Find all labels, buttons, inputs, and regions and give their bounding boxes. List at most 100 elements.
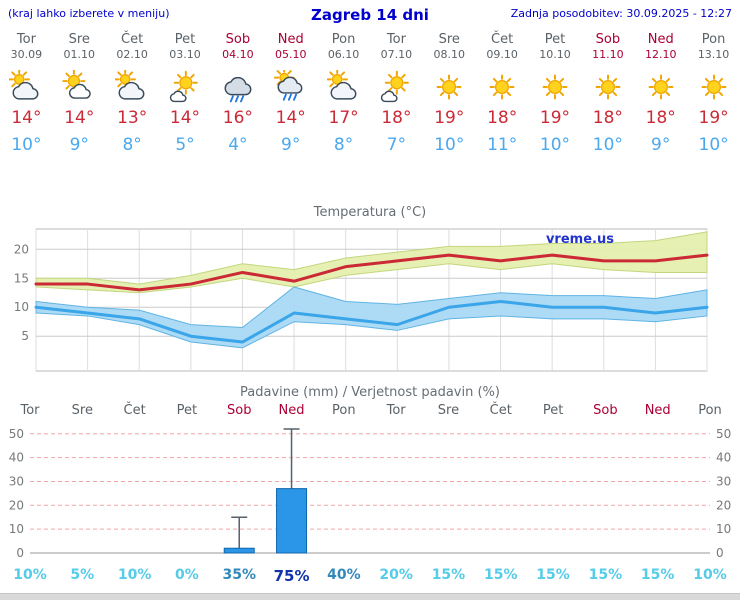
svg-text:30: 30 bbox=[9, 474, 24, 488]
forecast-day[interactable]: Pet 10.10 19° 10° bbox=[529, 32, 582, 155]
day-name: Čet bbox=[491, 32, 514, 47]
max-temp-line bbox=[34, 253, 709, 292]
low-temp: 7° bbox=[386, 135, 407, 155]
day-date: 03.10 bbox=[169, 48, 201, 61]
precip-probability: 75% bbox=[273, 567, 310, 585]
high-temp: 18° bbox=[487, 108, 518, 128]
page-title: Zagreb 14 dni bbox=[311, 6, 429, 24]
forecast-strip: Tor 30.09 14° 10° Sre 01.10 14° 9° Čet 02.10 13° 8°… bbox=[0, 32, 740, 155]
forecast-day[interactable]: Pet 03.10 14° 5° bbox=[159, 32, 212, 155]
forecast-day[interactable]: Sre 01.10 14° 9° bbox=[53, 32, 106, 155]
precip-day-label: Tor bbox=[20, 403, 40, 418]
high-temp: 18° bbox=[381, 108, 412, 128]
day-date: 04.10 bbox=[222, 48, 254, 61]
day-date: 02.10 bbox=[116, 48, 148, 61]
precipitation-chart-title: Padavine (mm) / Verjetnost padavin (%) bbox=[240, 385, 500, 400]
forecast-day[interactable]: Ned 05.10 14° 9° bbox=[264, 32, 317, 155]
precip-probability: 40% bbox=[327, 567, 361, 583]
low-temp: 5° bbox=[175, 135, 195, 155]
sun-rain-cloud-icon bbox=[264, 69, 317, 105]
sun-small-cloud-icon bbox=[370, 69, 423, 105]
temperature-chart-title: Temperatura (°C) bbox=[313, 205, 427, 220]
horizontal-scrollbar[interactable] bbox=[0, 593, 740, 600]
header: (kraj lahko izberete v meniju) Zagreb 14… bbox=[0, 0, 740, 26]
last-updated: Zadnja posodobitev: 30.09.2025 - 12:27 bbox=[510, 7, 732, 20]
day-name: Pet bbox=[174, 32, 196, 47]
watermark: vreme.us bbox=[546, 232, 614, 247]
precip-day-label: Čet bbox=[123, 403, 146, 418]
day-date: 08.10 bbox=[433, 48, 466, 61]
precip-day-label: Sob bbox=[593, 403, 618, 418]
sun-icon bbox=[476, 69, 529, 105]
forecast-day[interactable]: Ned 12.10 18° 9° bbox=[634, 32, 687, 155]
high-temp: 17° bbox=[328, 108, 359, 128]
low-temp: 10° bbox=[434, 135, 465, 155]
precip-probability: 0% bbox=[175, 567, 199, 583]
cloud-sun-icon bbox=[106, 69, 159, 105]
precip-day-label: Pet bbox=[176, 403, 198, 418]
forecast-day[interactable]: Tor 07.10 18° 7° bbox=[370, 32, 423, 155]
day-date: 13.10 bbox=[697, 48, 730, 61]
precip-day-label: Pon bbox=[698, 403, 722, 418]
cloud-sun-icon bbox=[317, 69, 370, 105]
svg-text:10: 10 bbox=[9, 522, 24, 536]
low-temp: 9° bbox=[281, 135, 301, 155]
forecast-day[interactable]: Tor 30.09 14° 10° bbox=[0, 32, 53, 155]
day-name: Sob bbox=[595, 32, 621, 47]
svg-text:40: 40 bbox=[716, 451, 731, 465]
low-temp: 10° bbox=[11, 135, 42, 155]
high-temp: 14° bbox=[169, 108, 201, 128]
day-name: Sre bbox=[68, 32, 90, 47]
day-date: 01.10 bbox=[63, 48, 96, 61]
svg-text:0: 0 bbox=[716, 546, 724, 560]
forecast-day[interactable]: Pon 13.10 19° 10° bbox=[687, 32, 740, 155]
high-temp: 16° bbox=[222, 108, 253, 128]
forecast-day[interactable]: Sob 04.10 16° 4° bbox=[211, 32, 264, 155]
high-temp: 19° bbox=[539, 108, 571, 128]
precip-day-label: Sre bbox=[437, 403, 460, 418]
precip-probability: 15% bbox=[536, 567, 570, 583]
day-date: 12.10 bbox=[644, 48, 677, 61]
precip-day-label: Pet bbox=[542, 403, 564, 418]
svg-text:15: 15 bbox=[14, 271, 29, 285]
day-name: Pet bbox=[544, 32, 566, 47]
day-date: 05.10 bbox=[274, 48, 307, 61]
precip-probability: 15% bbox=[640, 567, 675, 583]
day-date: 30.09 bbox=[10, 48, 43, 61]
day-date: 09.10 bbox=[486, 48, 518, 61]
day-date: 11.10 bbox=[592, 48, 624, 61]
sun-small-cloud-icon bbox=[159, 69, 212, 105]
high-temp: 14° bbox=[64, 108, 95, 128]
precip-probability: 35% bbox=[222, 567, 256, 583]
precip-probability: 5% bbox=[70, 567, 95, 583]
svg-text:0: 0 bbox=[16, 546, 24, 560]
svg-text:40: 40 bbox=[9, 451, 24, 465]
min-temp-line bbox=[34, 299, 709, 344]
day-name: Tor bbox=[16, 32, 36, 47]
precip-day-label: Čet bbox=[489, 403, 512, 418]
forecast-day[interactable]: Čet 09.10 18° 11° bbox=[476, 32, 529, 155]
low-temp: 10° bbox=[539, 135, 571, 155]
low-temp: 11° bbox=[487, 135, 518, 155]
day-date: 10.10 bbox=[539, 48, 571, 61]
location-hint: (kraj lahko izberete v meniju) bbox=[8, 7, 170, 20]
cloud-sun-icon bbox=[0, 69, 53, 105]
low-temp: 4° bbox=[228, 135, 248, 155]
day-name: Pon bbox=[701, 32, 726, 47]
precip-probability: 10% bbox=[117, 567, 152, 583]
high-temp: 19° bbox=[698, 108, 729, 128]
day-date: 07.10 bbox=[380, 48, 413, 61]
forecast-day[interactable]: Sob 11.10 18° 10° bbox=[581, 32, 634, 155]
forecast-day[interactable]: Sre 08.10 19° 10° bbox=[423, 32, 476, 155]
forecast-day[interactable]: Pon 06.10 17° 8° bbox=[317, 32, 370, 155]
svg-text:20: 20 bbox=[9, 498, 24, 512]
day-name: Sob bbox=[225, 32, 251, 47]
low-temp: 10° bbox=[592, 135, 623, 155]
sun-icon bbox=[687, 69, 740, 105]
svg-text:50: 50 bbox=[716, 427, 731, 441]
precip-probability: 10% bbox=[693, 567, 727, 583]
precip-day-label: Tor bbox=[386, 403, 406, 418]
low-temp: 8° bbox=[122, 135, 142, 155]
precip-bar bbox=[223, 547, 255, 554]
forecast-day[interactable]: Čet 02.10 13° 8° bbox=[106, 32, 159, 155]
